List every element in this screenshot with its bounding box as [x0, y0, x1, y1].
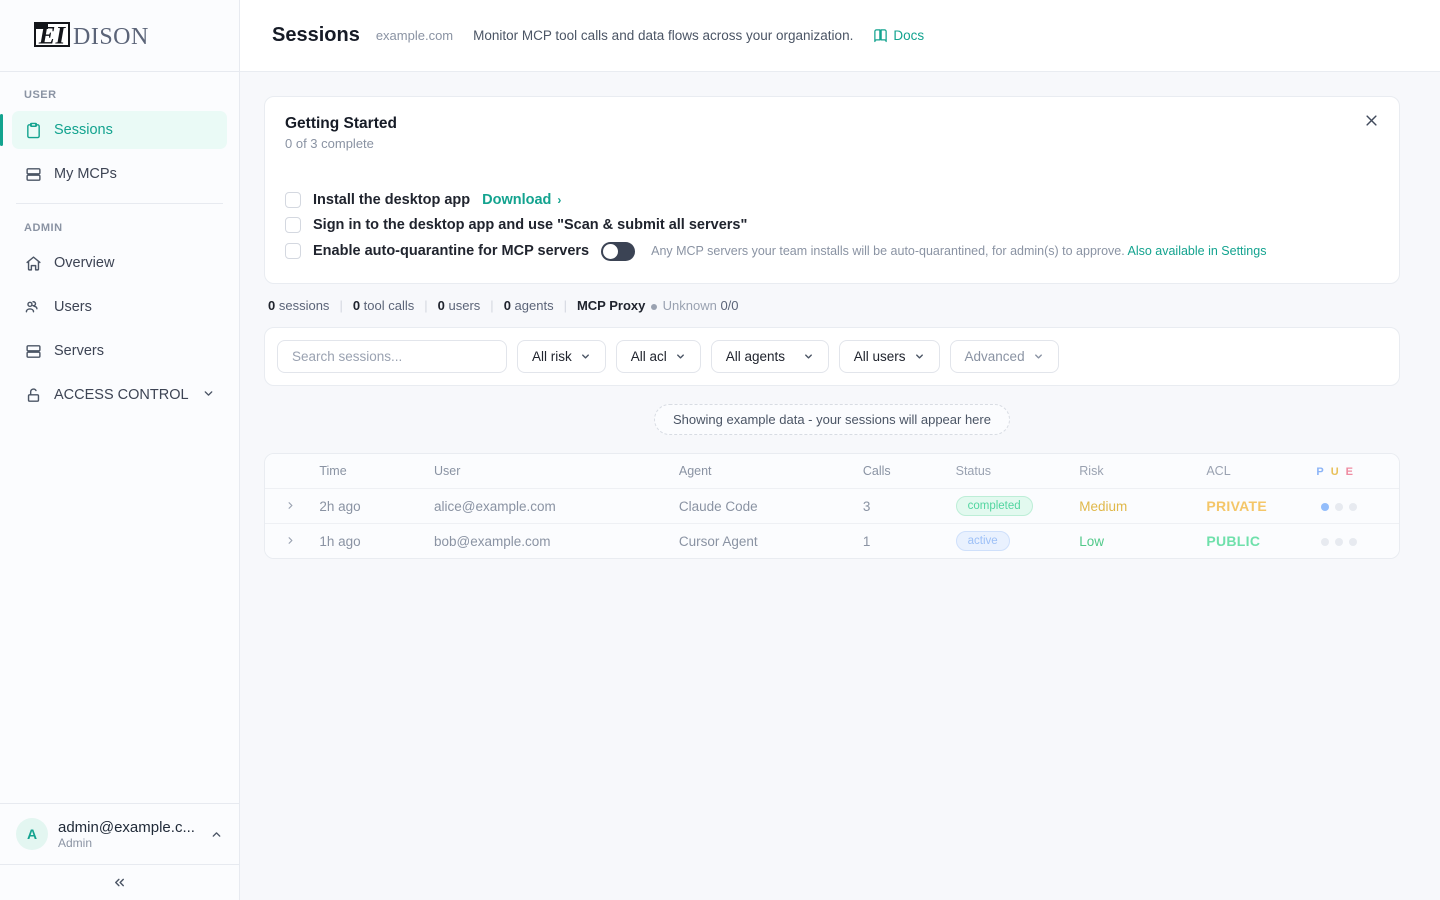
svg-text:DISON: DISON	[73, 24, 149, 50]
svg-text:EI: EI	[38, 22, 67, 49]
